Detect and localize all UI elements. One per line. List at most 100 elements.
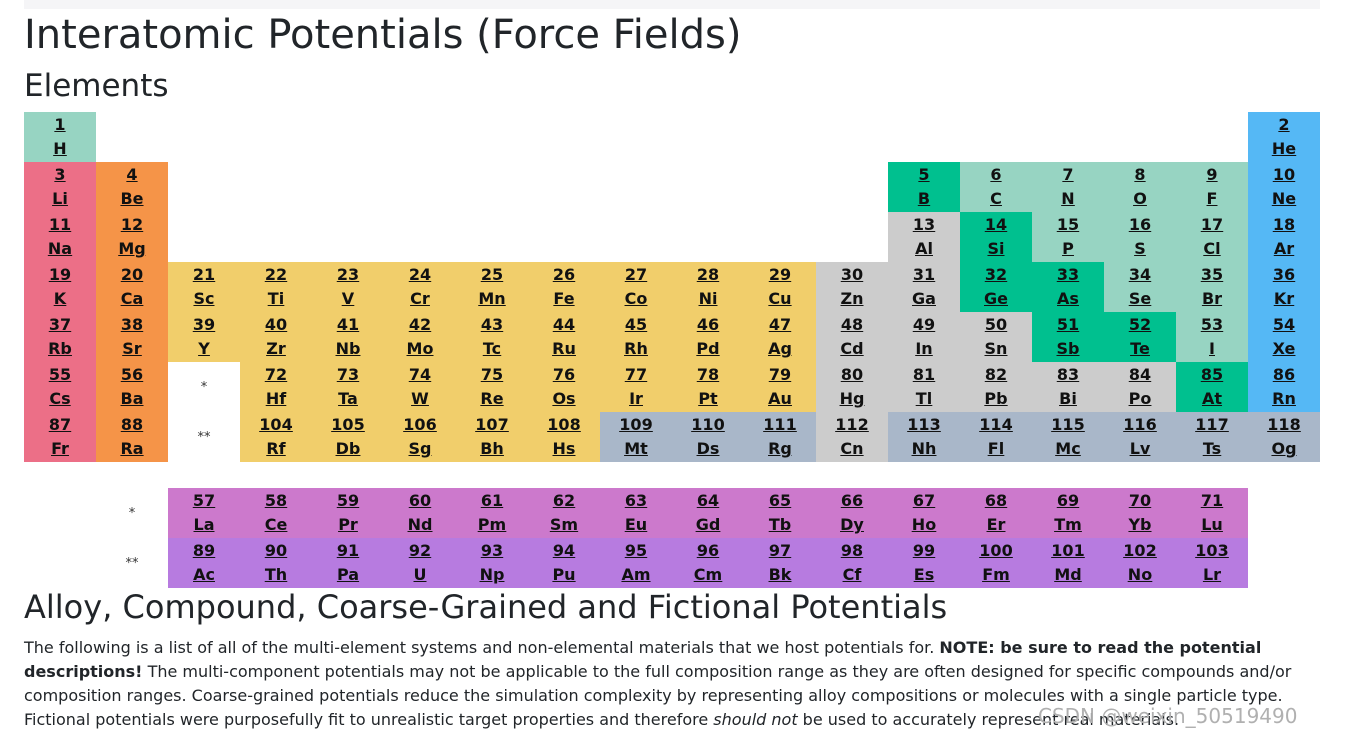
element-symbol[interactable]: H bbox=[53, 139, 67, 158]
element-cell-tm[interactable]: 69 Tm bbox=[1032, 488, 1104, 538]
element-symbol[interactable]: Rg bbox=[768, 439, 792, 458]
element-symbol[interactable]: In bbox=[915, 339, 933, 358]
element-symbol[interactable]: Al bbox=[915, 239, 933, 258]
element-cell-os[interactable]: 76 Os bbox=[528, 362, 600, 412]
element-symbol[interactable]: Ge bbox=[984, 289, 1008, 308]
element-number[interactable]: 93 bbox=[480, 541, 504, 560]
element-number[interactable]: 74 bbox=[408, 365, 432, 384]
element-cell-sn[interactable]: 50 Sn bbox=[960, 312, 1032, 362]
element-cell-ag[interactable]: 47 Ag bbox=[744, 312, 816, 362]
element-number[interactable]: 103 bbox=[1195, 541, 1229, 560]
element-number[interactable]: 25 bbox=[480, 265, 504, 284]
element-number[interactable]: 92 bbox=[408, 541, 432, 560]
element-cell-ru[interactable]: 44 Ru bbox=[528, 312, 600, 362]
element-cell-cr[interactable]: 24 Cr bbox=[384, 262, 456, 312]
element-number[interactable]: 82 bbox=[984, 365, 1008, 384]
element-symbol[interactable]: Dy bbox=[840, 515, 864, 534]
element-symbol[interactable]: Db bbox=[335, 439, 361, 458]
element-number[interactable]: 68 bbox=[984, 491, 1008, 510]
element-cell-la[interactable]: 57 La bbox=[168, 488, 240, 538]
element-symbol[interactable]: Rn bbox=[1272, 389, 1296, 408]
element-cell-ta[interactable]: 73 Ta bbox=[312, 362, 384, 412]
element-cell-cu[interactable]: 29 Cu bbox=[744, 262, 816, 312]
element-symbol[interactable]: Am bbox=[621, 565, 651, 584]
element-cell-xe[interactable]: 54 Xe bbox=[1248, 312, 1320, 362]
element-number[interactable]: 81 bbox=[912, 365, 936, 384]
element-symbol[interactable]: Eu bbox=[624, 515, 648, 534]
element-number[interactable]: 61 bbox=[480, 491, 504, 510]
element-cell-nh[interactable]: 113 Nh bbox=[888, 412, 960, 462]
element-number[interactable]: 107 bbox=[475, 415, 509, 434]
element-number[interactable]: 104 bbox=[259, 415, 293, 434]
element-symbol[interactable]: Sb bbox=[1056, 339, 1080, 358]
element-symbol[interactable]: Fl bbox=[987, 439, 1005, 458]
element-number[interactable]: 105 bbox=[331, 415, 365, 434]
element-number[interactable]: 65 bbox=[768, 491, 792, 510]
element-symbol[interactable]: Si bbox=[987, 239, 1005, 258]
element-symbol[interactable]: Be bbox=[120, 189, 144, 208]
element-symbol[interactable]: Lr bbox=[1202, 565, 1222, 584]
element-symbol[interactable]: Hs bbox=[552, 439, 576, 458]
element-number[interactable]: 9 bbox=[1206, 165, 1218, 184]
element-number[interactable]: 88 bbox=[120, 415, 144, 434]
element-cell-bh[interactable]: 107 Bh bbox=[456, 412, 528, 462]
element-symbol[interactable]: Bh bbox=[480, 439, 504, 458]
element-number[interactable]: 4 bbox=[126, 165, 138, 184]
element-symbol[interactable]: Lu bbox=[1201, 515, 1223, 534]
element-symbol[interactable]: Br bbox=[1201, 289, 1223, 308]
element-cell-au[interactable]: 79 Au bbox=[744, 362, 816, 412]
element-symbol[interactable]: W bbox=[411, 389, 429, 408]
element-cell-pm[interactable]: 61 Pm bbox=[456, 488, 528, 538]
element-cell-pb[interactable]: 82 Pb bbox=[960, 362, 1032, 412]
element-number[interactable]: 24 bbox=[408, 265, 432, 284]
element-cell-hf[interactable]: 72 Hf bbox=[240, 362, 312, 412]
element-cell-he[interactable]: 2 He bbox=[1248, 112, 1320, 162]
element-symbol[interactable]: Ar bbox=[1273, 239, 1295, 258]
element-cell-es[interactable]: 99 Es bbox=[888, 538, 960, 588]
element-symbol[interactable]: C bbox=[990, 189, 1002, 208]
element-cell-s[interactable]: 16 S bbox=[1104, 212, 1176, 262]
element-symbol[interactable]: V bbox=[341, 289, 355, 308]
element-number[interactable]: 78 bbox=[696, 365, 720, 384]
element-number[interactable]: 97 bbox=[768, 541, 792, 560]
element-cell-cd[interactable]: 48 Cd bbox=[816, 312, 888, 362]
element-number[interactable]: 7 bbox=[1062, 165, 1074, 184]
element-cell-sg[interactable]: 106 Sg bbox=[384, 412, 456, 462]
element-symbol[interactable]: Ti bbox=[267, 289, 285, 308]
element-symbol[interactable]: Yb bbox=[1128, 515, 1152, 534]
element-number[interactable]: 54 bbox=[1272, 315, 1296, 334]
element-cell-rh[interactable]: 45 Rh bbox=[600, 312, 672, 362]
element-cell-sb[interactable]: 51 Sb bbox=[1032, 312, 1104, 362]
element-number[interactable]: 28 bbox=[696, 265, 720, 284]
element-symbol[interactable]: Hf bbox=[265, 389, 287, 408]
element-number[interactable]: 46 bbox=[696, 315, 720, 334]
element-cell-lu[interactable]: 71 Lu bbox=[1176, 488, 1248, 538]
element-symbol[interactable]: Na bbox=[47, 239, 73, 258]
element-cell-cl[interactable]: 17 Cl bbox=[1176, 212, 1248, 262]
element-number[interactable]: 99 bbox=[912, 541, 936, 560]
element-cell-sm[interactable]: 62 Sm bbox=[528, 488, 600, 538]
element-symbol[interactable]: Tb bbox=[768, 515, 792, 534]
element-symbol[interactable]: Pu bbox=[552, 565, 576, 584]
element-cell-zn[interactable]: 30 Zn bbox=[816, 262, 888, 312]
element-number[interactable]: 6 bbox=[990, 165, 1002, 184]
element-cell-ac[interactable]: 89 Ac bbox=[168, 538, 240, 588]
element-symbol[interactable]: Zr bbox=[266, 339, 286, 358]
element-symbol[interactable]: Po bbox=[1128, 389, 1152, 408]
element-cell-bk[interactable]: 97 Bk bbox=[744, 538, 816, 588]
element-cell-at[interactable]: 85 At bbox=[1176, 362, 1248, 412]
element-cell-nd[interactable]: 60 Nd bbox=[384, 488, 456, 538]
element-cell-mg[interactable]: 12 Mg bbox=[96, 212, 168, 262]
element-symbol[interactable]: Bi bbox=[1059, 389, 1077, 408]
element-symbol[interactable]: Co bbox=[624, 289, 648, 308]
element-symbol[interactable]: Md bbox=[1054, 565, 1082, 584]
element-number[interactable]: 2 bbox=[1278, 115, 1290, 134]
element-cell-pu[interactable]: 94 Pu bbox=[528, 538, 600, 588]
element-number[interactable]: 63 bbox=[624, 491, 648, 510]
element-number[interactable]: 16 bbox=[1128, 215, 1152, 234]
element-number[interactable]: 73 bbox=[336, 365, 360, 384]
element-cell-k[interactable]: 19 K bbox=[24, 262, 96, 312]
element-number[interactable]: 42 bbox=[408, 315, 432, 334]
